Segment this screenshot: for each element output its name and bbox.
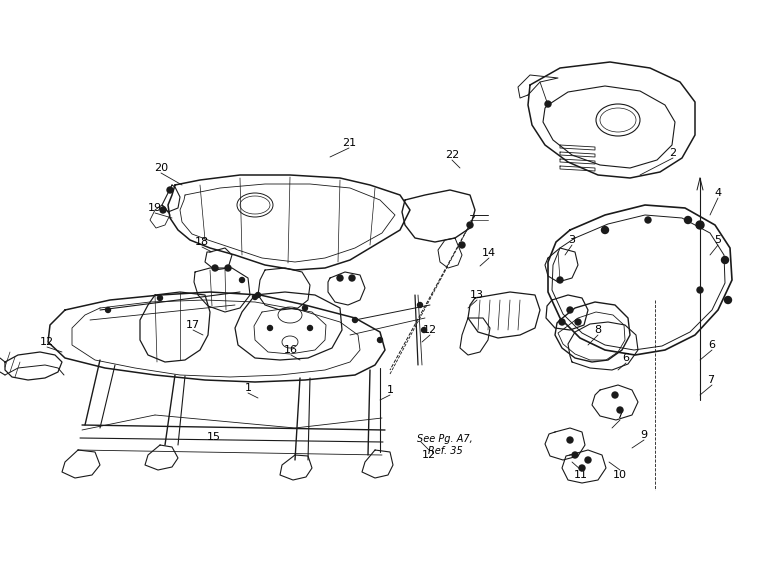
Circle shape [378,337,382,343]
Circle shape [160,207,166,213]
Circle shape [684,216,691,223]
Circle shape [421,328,427,332]
Text: 6: 6 [709,340,716,350]
Text: 12: 12 [423,325,437,335]
Circle shape [557,277,563,283]
Circle shape [559,319,565,325]
Circle shape [307,325,313,331]
Circle shape [585,457,591,463]
Text: 3: 3 [568,235,575,245]
Text: 13: 13 [470,290,484,300]
Circle shape [601,227,609,233]
Circle shape [302,306,307,311]
Circle shape [157,295,163,300]
Circle shape [567,307,573,313]
Circle shape [337,275,343,281]
Text: 1: 1 [244,383,252,393]
Circle shape [545,101,551,107]
Circle shape [459,242,465,248]
Text: 12: 12 [40,337,54,347]
Text: See Pg. A7,
Ref. 35: See Pg. A7, Ref. 35 [417,434,473,456]
Text: 1: 1 [387,385,394,395]
Circle shape [645,217,651,223]
Circle shape [567,437,573,443]
Circle shape [240,278,244,282]
Circle shape [579,465,585,471]
Circle shape [256,293,260,298]
Text: 11: 11 [574,470,588,480]
Circle shape [467,222,473,228]
Text: 10: 10 [613,470,627,480]
Text: 6: 6 [623,353,629,363]
Circle shape [722,257,729,264]
Text: 8: 8 [594,325,601,335]
Text: 16: 16 [284,345,298,355]
Circle shape [349,275,355,281]
Text: 20: 20 [154,163,168,173]
Circle shape [575,319,581,325]
Text: 19: 19 [148,203,162,213]
Circle shape [696,221,704,229]
Circle shape [167,187,173,193]
Text: 2: 2 [669,148,677,158]
Text: 4: 4 [714,188,722,198]
Circle shape [612,392,618,398]
Text: 7: 7 [707,375,715,385]
Circle shape [105,307,111,312]
Circle shape [617,407,623,413]
Circle shape [225,265,231,271]
Circle shape [697,287,703,293]
Text: 5: 5 [714,235,722,245]
Text: 18: 18 [195,237,209,247]
Circle shape [212,265,218,271]
Text: 21: 21 [342,138,356,148]
Circle shape [268,325,272,331]
Circle shape [353,318,358,323]
Text: 12: 12 [422,450,436,460]
Circle shape [253,294,257,299]
Text: 14: 14 [482,248,496,258]
Circle shape [417,303,423,307]
Text: 9: 9 [640,430,648,440]
Text: 7: 7 [617,410,623,420]
Circle shape [725,296,732,303]
Text: 15: 15 [207,432,221,442]
Text: 17: 17 [186,320,200,330]
Circle shape [572,452,578,458]
Text: 22: 22 [445,150,459,160]
